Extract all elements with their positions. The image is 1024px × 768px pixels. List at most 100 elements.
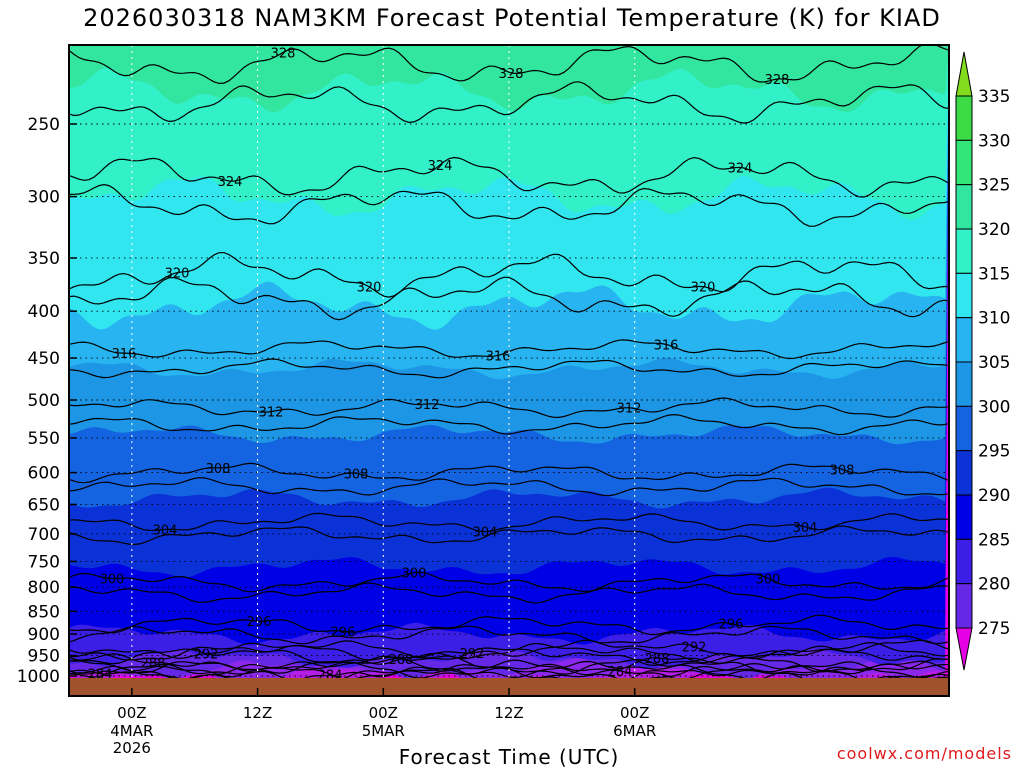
contour-320-line-1 [69,276,949,321]
contour-label-300-0: 300 [100,572,125,587]
x-tick-label-3: 12Z [494,704,523,722]
contour-312-line-1 [69,413,949,436]
contour-label-328-1: 328 [499,67,524,82]
contour-308-line-0 [69,462,949,484]
colorbar-label-305: 305 [978,353,1010,373]
y-tick-label-300: 300 [28,188,60,208]
colorbar-segment-7 [955,405,973,452]
contour-label-316-2: 316 [654,338,679,353]
contour-label-320-0: 320 [165,267,190,282]
contour-label-320-1: 320 [357,281,382,296]
contour-label-296-2: 296 [719,618,744,633]
contour-label-308-0: 308 [206,462,231,477]
contour-label-304-1: 304 [473,526,498,541]
colorbar-segment-10 [955,538,973,585]
y-tick-label-800: 800 [28,578,60,598]
y-tick-label-400: 400 [28,302,60,322]
x-tick-label-0: 00Z [117,704,146,722]
contour-label-324-0: 324 [218,175,243,190]
contour-label-300-1: 300 [402,567,427,582]
contour-label-328-2: 328 [765,73,790,88]
band-335 [69,0,949,45]
contour-label-312-1: 312 [415,398,440,413]
contour-label-324-1: 324 [428,159,453,174]
contour-label-284-2: 284 [608,665,633,680]
contour-label-300-2: 300 [756,572,781,587]
contour-label-308-1: 308 [344,467,369,482]
contour-label-288-1: 288 [389,653,414,668]
contour-312-line-0 [69,397,949,419]
contour-320-line-0 [69,251,949,298]
contour-304-line-1 [69,525,949,546]
contour-label-296-0: 296 [247,615,272,630]
credit-text: coolwx.com/models [836,744,1012,763]
colorbar-label-335: 335 [978,87,1010,107]
contour-label-316-0: 316 [112,347,137,362]
colorbar-segment-6 [955,361,973,407]
y-tick-label-450: 450 [28,349,60,369]
contour-label-292-2: 292 [682,641,707,656]
y-tick-label-500: 500 [28,391,60,411]
colorbar-label-280: 280 [978,575,1010,595]
x-tick-sublabel-2: 5MAR [362,722,405,740]
contour-324-line-1 [69,183,949,227]
x-tick-year-0: 2026 [113,739,151,757]
y-tick-label-600: 600 [28,464,60,484]
contour-label-288-0: 288 [141,657,166,672]
colorbar-segment-4 [955,272,973,319]
y-tick-label-700: 700 [28,525,60,545]
colorbar-label-275: 275 [978,619,1010,639]
colorbar-label-290: 290 [978,486,1010,506]
x-tick-sublabel-4: 6MAR [613,722,656,740]
contour-label-312-2: 312 [617,402,642,417]
colorbar-label-320: 320 [978,220,1010,240]
contour-label-316-1: 316 [486,349,511,364]
chart-title: 2026030318 NAM3KM Forecast Potential Tem… [83,4,941,32]
colorbar-label-315: 315 [978,264,1010,284]
colorbar-label-310: 310 [978,309,1010,329]
contour-328-line-1 [69,81,949,124]
y-tick-label-250: 250 [28,115,60,135]
colorbar-label-300: 300 [978,397,1010,417]
y-tick-label-350: 350 [28,249,60,269]
contour-label-324-2: 324 [728,161,753,176]
colorbar-segment-11 [955,583,973,629]
x-tick-label-2: 00Z [369,704,398,722]
y-tick-label-950: 950 [28,647,60,667]
band-330 [69,45,949,113]
contour-label-296-1: 296 [331,625,356,640]
colorbar-bottom-arrow [955,627,973,671]
colorbar-label-330: 330 [978,131,1010,151]
x-tick-label-4: 00Z [620,704,649,722]
contour-label-308-2: 308 [830,463,855,478]
contour-296-line-0 [69,614,949,636]
contour-label-292-0: 292 [194,648,219,663]
colorbar-segment-9 [955,494,973,540]
contour-label-312-0: 312 [259,406,284,421]
colorbar-segment-8 [955,450,973,496]
colorbar-label-285: 285 [978,530,1010,550]
colorbar-label-325: 325 [978,176,1010,196]
contour-328-line-0 [69,45,949,85]
y-tick-label-650: 650 [28,495,60,515]
colorbar-label-295: 295 [978,442,1010,462]
colorbar-segment-1 [955,139,973,186]
contour-label-304-0: 304 [153,523,178,538]
colorbar-segment-5 [955,317,973,363]
colorbar-segment-0 [955,95,973,141]
y-tick-label-750: 750 [28,552,60,572]
y-tick-label-550: 550 [28,429,60,449]
terrain-ground [69,678,949,696]
y-tick-label-900: 900 [28,625,60,645]
y-tick-label-850: 850 [28,602,60,622]
contour-label-292-1: 292 [460,647,485,662]
contour-label-288-2: 288 [645,652,670,667]
colorbar-segment-2 [955,184,973,230]
x-axis-label: Forecast Time (UTC) [399,745,620,768]
contour-316-line-1 [69,358,949,379]
colorbar-segment-3 [955,228,973,274]
contour-288-line-0 [69,653,949,674]
contour-label-304-2: 304 [793,521,818,536]
contour-324-line-0 [69,156,949,198]
